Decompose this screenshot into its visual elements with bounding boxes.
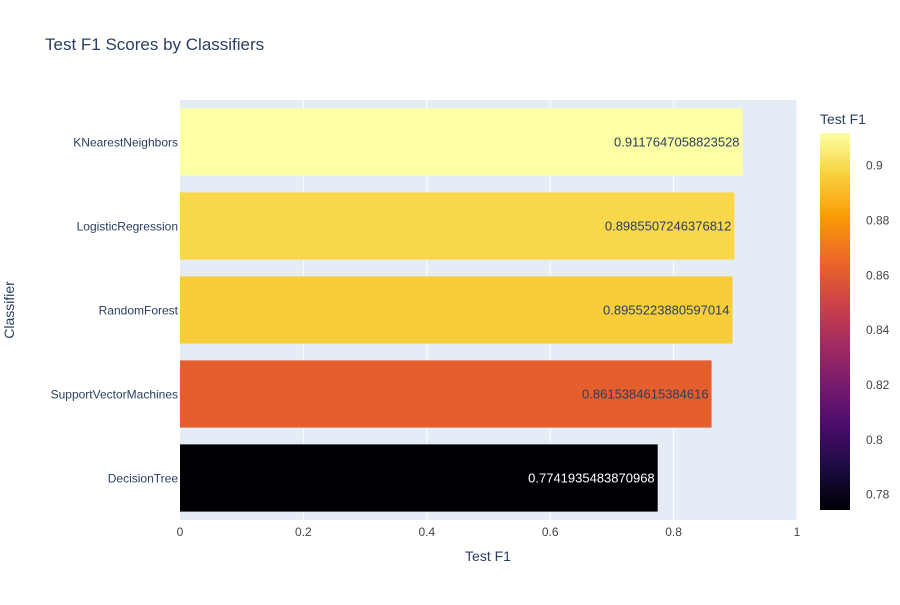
- x-tick-label: 1: [794, 525, 801, 539]
- y-tick-label: SupportVectorMachines: [51, 388, 178, 402]
- colorbar-ticks: 0.78 0.8 0.82 0.84 0.86 0.88 0.9: [866, 159, 890, 502]
- bar-value-label: 0.7741935483870968: [528, 471, 655, 486]
- y-tick-label: KNearestNeighbors: [73, 136, 178, 150]
- y-axis-label: Classifier: [1, 281, 17, 339]
- colorbar-tick-label: 0.8: [866, 433, 883, 447]
- bars: 0.9117647058823528 0.8985507246376812 0.89…: [180, 108, 743, 512]
- y-tick-label: DecisionTree: [108, 472, 179, 486]
- x-tick-label: 0.4: [418, 525, 435, 539]
- colorbar-tick-label: 0.82: [866, 378, 890, 392]
- colorbar-tick-label: 0.78: [866, 488, 890, 502]
- chart-title: Test F1 Scores by Classifiers: [45, 35, 264, 54]
- y-tick-label: LogisticRegression: [77, 220, 178, 234]
- colorbar-tick-label: 0.86: [866, 268, 890, 282]
- bar: [180, 108, 743, 176]
- bar: [180, 276, 733, 344]
- colorbar-title: Test F1: [820, 111, 866, 127]
- y-axis-ticks: KNearestNeighbors LogisticRegression Rando…: [51, 136, 179, 486]
- y-tick-label: RandomForest: [99, 304, 179, 318]
- x-tick-label: 0: [177, 525, 184, 539]
- bar: [180, 192, 735, 260]
- x-tick-label: 0.6: [542, 525, 559, 539]
- bar-value-label: 0.8985507246376812: [605, 219, 732, 234]
- colorbar-tick-label: 0.84: [866, 323, 890, 337]
- x-tick-label: 0.8: [665, 525, 682, 539]
- colorbar-gradient: [820, 133, 850, 510]
- x-tick-label: 0.2: [295, 525, 312, 539]
- colorbar: Test F1 0.78 0.8 0.82 0.84 0.86 0.88 0.9: [820, 111, 890, 510]
- colorbar-tick-label: 0.9: [866, 159, 883, 173]
- bar-value-label: 0.9117647058823528: [614, 135, 740, 150]
- bar-value-label: 0.8955223880597014: [603, 303, 730, 318]
- x-axis-ticks: 0 0.2 0.4 0.6 0.8 1: [177, 525, 801, 539]
- x-axis-label: Test F1: [465, 548, 511, 564]
- bar: [180, 444, 658, 512]
- bar-value-label: 0.8615384615384616: [582, 387, 709, 402]
- colorbar-tick-label: 0.88: [866, 214, 890, 228]
- bar: [180, 360, 712, 428]
